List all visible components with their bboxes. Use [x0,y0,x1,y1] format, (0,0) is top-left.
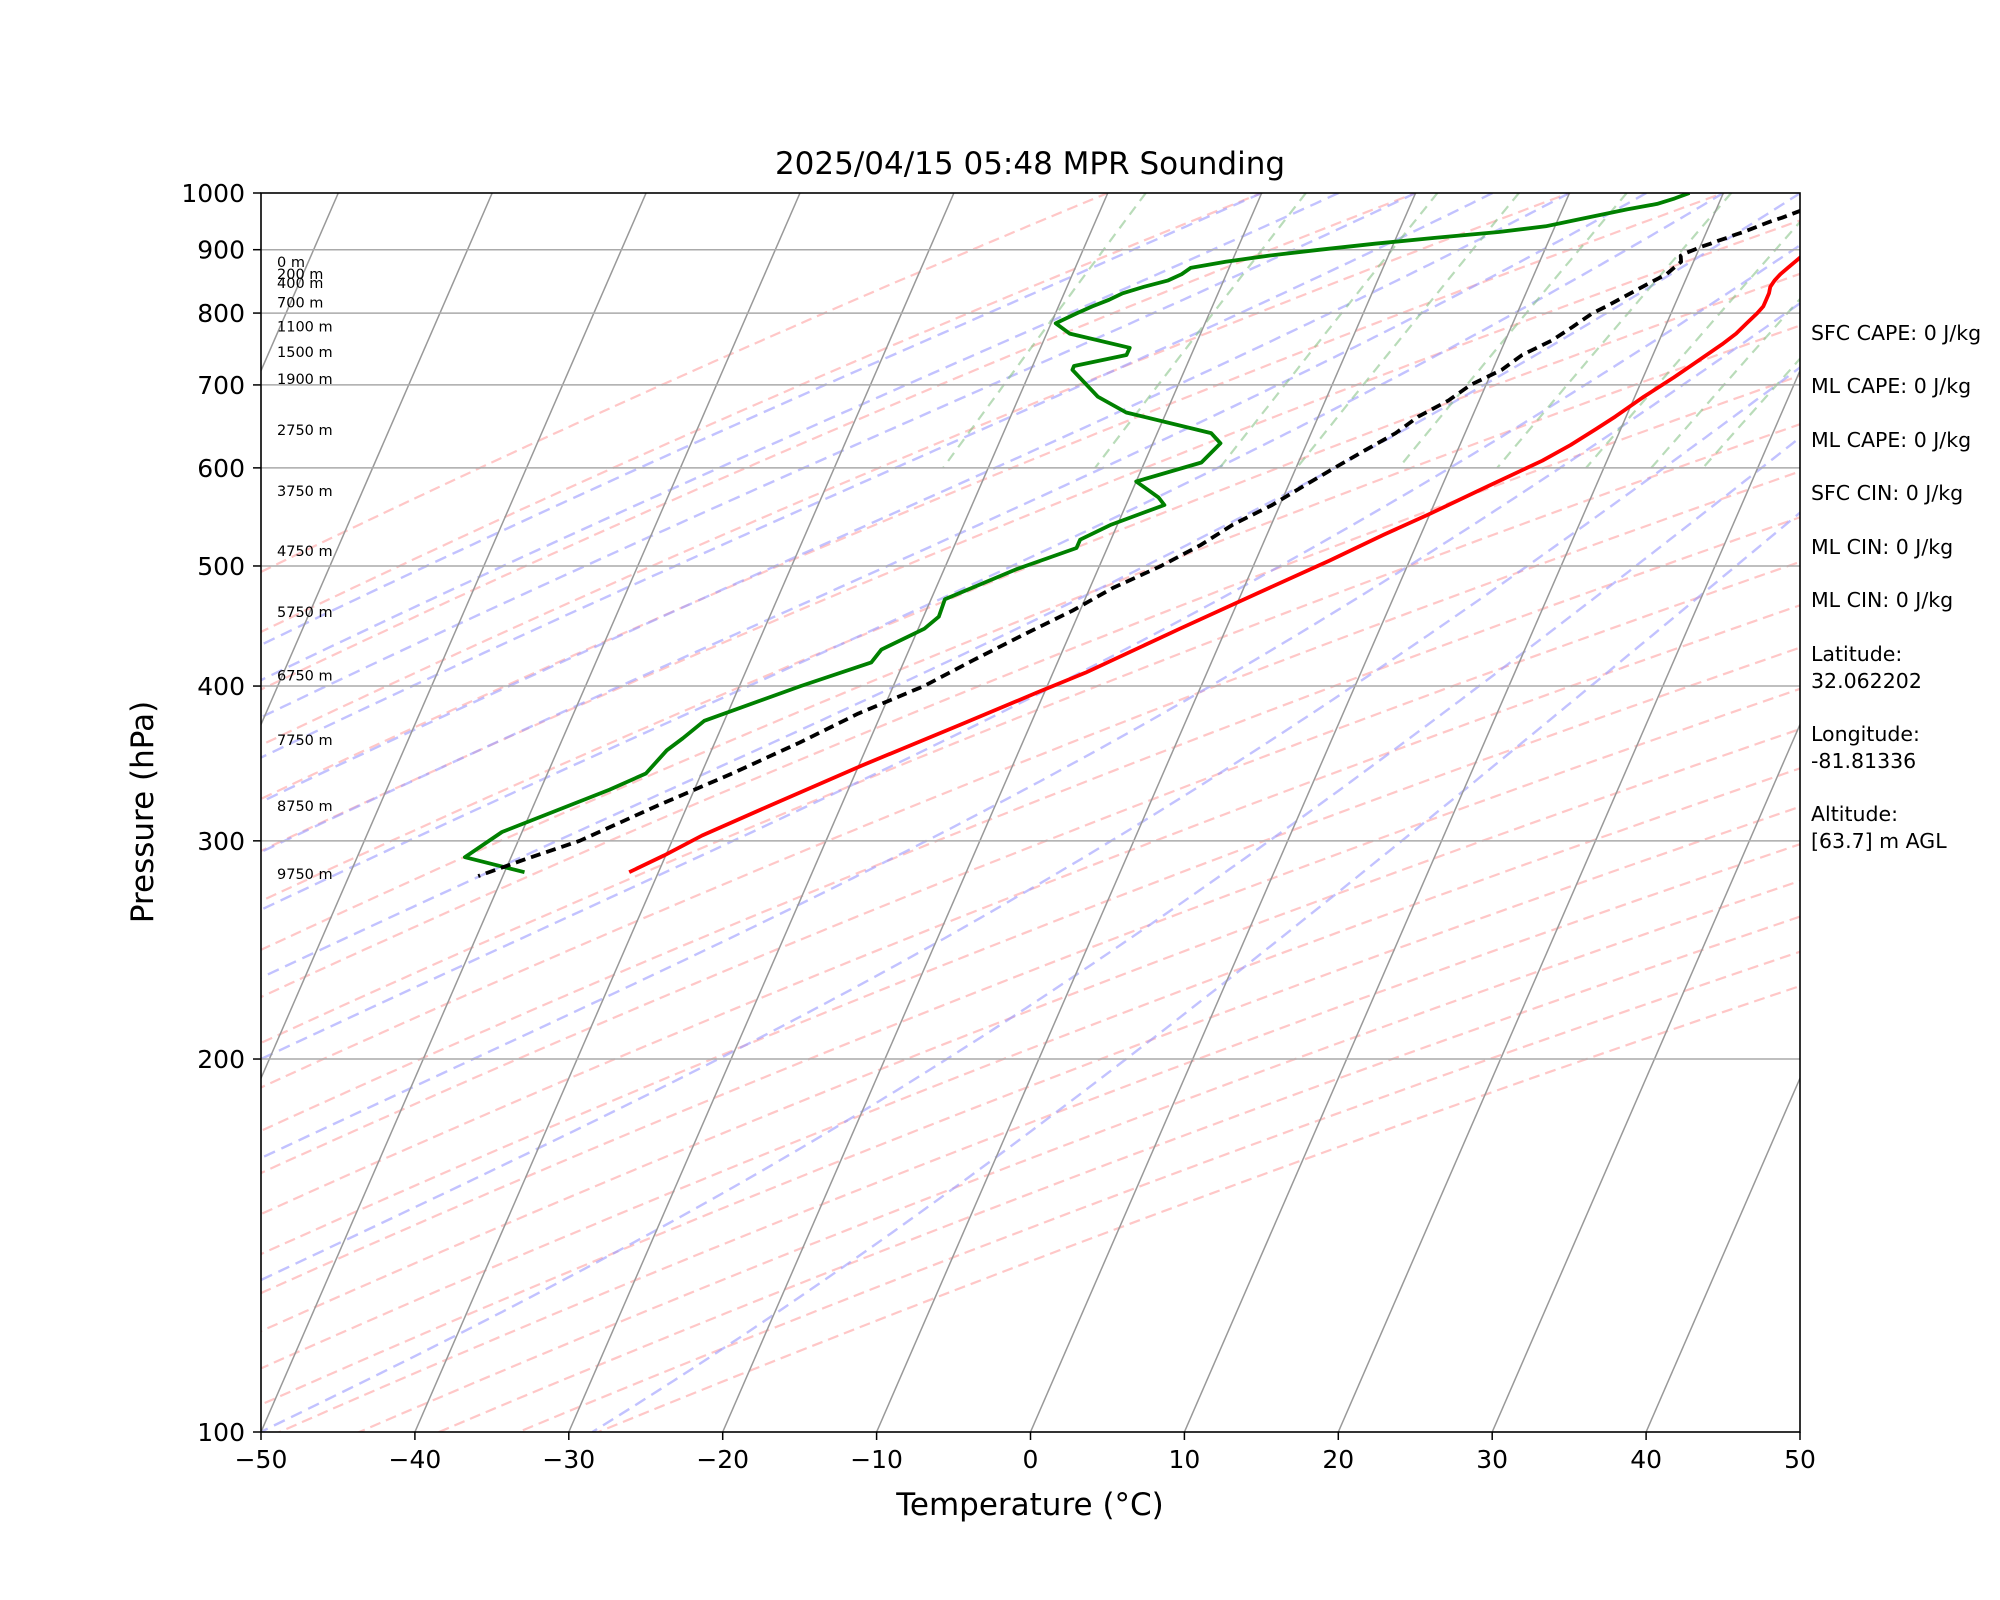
height-label: 200 m [277,267,323,283]
moist-adiabat-line [261,193,1417,719]
dry-adiabat-line [261,272,1800,903]
height-label: 4750 m [277,544,333,560]
y-tick-label: 900 [197,236,245,265]
dry-adiabat-line [261,193,1419,691]
x-tick-label: 20 [1322,1445,1354,1474]
isotherm-line [1645,1076,1800,1432]
height-label: 2750 m [277,423,333,439]
height-label: 7750 m [277,733,333,749]
isotherm-line [261,193,647,1081]
moist-adiabat-line [261,193,1725,912]
x-tick-label: −30 [542,1445,595,1474]
x-tick-label: 10 [1168,1445,1200,1474]
x-tick-label: −50 [235,1445,288,1474]
x-tick-label: −20 [696,1445,749,1474]
y-tick-label: 800 [197,299,245,328]
height-label: 700 m [277,295,323,311]
isotherm-line [414,193,955,1432]
axes-ticks: −50 −40 −30 −20 −10 0 10 20 30 40 50 100 200 300 400 50… [181,179,1816,1474]
moist-adiabat-line [261,243,1800,1061]
height-label: 1500 m [277,345,333,361]
moist-adiabat-line [591,511,1800,1432]
mixing-ratio-line [1702,357,1800,469]
dry-adiabat-line [261,423,1800,1045]
y-tick-label: 100 [197,1418,245,1447]
mixing-ratio-line [1094,193,1307,469]
info-altitude-value: [63.7] m AGL [1811,829,1947,853]
dry-adiabat-line [261,560,1800,1175]
isotherm-line [261,193,493,727]
x-tick-label: 30 [1476,1445,1508,1474]
height-label: 5750 m [277,605,333,621]
isotherm-line [261,193,801,1432]
moist-adiabat-line [261,365,1800,1282]
temperature-profile-line [628,255,1800,874]
y-tick-label: 200 [197,1045,245,1074]
y-tick-label: 1000 [181,179,245,208]
x-tick-label: 0 [1023,1445,1039,1474]
y-tick-label: 500 [197,552,245,581]
dry-adiabat-line [436,915,1800,1432]
height-label: 8750 m [277,799,333,815]
y-tick-label: 700 [197,371,245,400]
moist-adiabat-line [261,193,1494,759]
info-sfc-cape: SFC CAPE: 0 J/kg [1811,321,1981,345]
background-lines [261,193,1800,1432]
info-panel: SFC CAPE: 0 J/kg ML CAPE: 0 J/kg ML CAPE… [1811,321,1981,853]
x-tick-label: 50 [1784,1445,1816,1474]
info-ml-cape-1: ML CAPE: 0 J/kg [1811,374,1971,398]
isotherm-line [1029,193,1571,1432]
x-axis-title: Temperature (°C) [895,1487,1164,1523]
info-longitude-value: -81.81336 [1811,749,1916,773]
dry-adiabat-line [261,470,1800,1089]
height-label: 6750 m [277,668,333,684]
dry-adiabat-line [356,879,1800,1432]
info-sfc-cin: SFC CIN: 0 J/kg [1811,481,1963,505]
dry-adiabat-line [261,604,1800,1216]
isotherm-line [722,193,1263,1432]
dry-adiabat-line [261,193,1265,634]
chart-title: 2025/04/15 05:48 MPR Sounding [775,146,1285,182]
height-labels: 9750 m 8750 m 7750 m 6750 m 5750 m 4750 m 3750… [277,255,333,883]
info-latitude-value: 32.062202 [1811,669,1922,693]
info-ml-cape-2: ML CAPE: 0 J/kg [1811,428,1971,452]
height-label: 9750 m [277,867,333,883]
info-latitude-label: Latitude: [1811,642,1902,666]
x-tick-label: −10 [850,1445,903,1474]
height-label: 3750 m [277,484,333,500]
moist-adiabat-line [261,193,1800,980]
x-tick-label: 40 [1630,1445,1662,1474]
isotherm-line [875,193,1417,1432]
moist-adiabat-line [261,193,1340,682]
isotherm-line [568,193,1109,1432]
info-ml-cin-1: ML CIN: 0 J/kg [1811,535,1953,559]
isotherm-line [1183,193,1725,1432]
height-label: 400 m [277,276,323,292]
dry-adiabat-line [261,193,1111,574]
isotherm-line [1491,722,1800,1432]
info-longitude-label: Longitude: [1811,722,1920,746]
height-label: 0 m [277,255,305,271]
y-tick-label: 400 [197,672,245,701]
sounding-series [463,193,1800,878]
x-tick-label: −40 [389,1445,442,1474]
y-tick-label: 300 [197,827,245,856]
height-label: 1100 m [277,320,333,336]
moist-adiabat-line [261,436,1800,1432]
y-axis-title: Pressure (hPa) [125,701,161,923]
y-tick-label: 600 [197,454,245,483]
dewpoint-profile-line [463,193,1691,875]
dry-adiabat-line [261,193,1727,801]
height-label: 1900 m [277,372,333,388]
moist-adiabat-line [261,193,1571,804]
info-altitude-label: Altitude: [1811,802,1898,826]
parcel-path-line [477,208,1800,878]
isotherm-line [1337,368,1800,1432]
dry-adiabat-line [276,843,1800,1432]
moist-adiabat-line [261,193,1263,647]
dry-adiabat-line [261,324,1800,952]
info-ml-cin-2: ML CIN: 0 J/kg [1811,588,1953,612]
dry-adiabat-line [261,516,1800,1133]
